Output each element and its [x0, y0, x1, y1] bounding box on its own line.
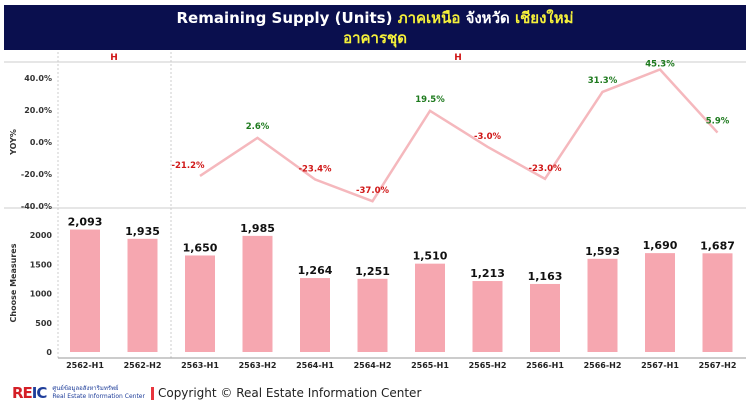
bar-data-label: 1,510: [413, 250, 448, 263]
bar-data-label: 2,093: [68, 216, 103, 229]
province: เชียงใหม่: [514, 9, 574, 27]
bar-tick: 1000: [30, 290, 53, 299]
x-tick-label: 2562-H2: [124, 361, 162, 370]
bar-data-label: 1,690: [643, 239, 678, 252]
yoy-data-label: -23.4%: [298, 164, 331, 174]
bar-data-label: 1,985: [240, 222, 275, 235]
bar-data-label: 1,264: [298, 264, 333, 277]
bar: [472, 281, 503, 352]
yoy-tick: -20.0%: [21, 170, 52, 179]
bar: [530, 283, 560, 352]
org-name: ศูนย์ข้อมูลอสังหาริมทรัพย์ Real Estate In…: [52, 385, 145, 401]
x-tick-label: 2562-H1: [66, 361, 104, 370]
bar-axis-label: Choose Measures: [9, 243, 18, 322]
yoy-data-label: -37.0%: [356, 186, 389, 196]
bar-tick: 2000: [30, 231, 53, 240]
org-th: ศูนย์ข้อมูลอสังหาริมทรัพย์: [52, 385, 119, 392]
region: ภาคเหนือ: [397, 9, 461, 27]
yoy-tick: 20.0%: [24, 106, 52, 115]
yoy-data-label: 45.3%: [645, 60, 675, 70]
separator: [150, 386, 154, 400]
bar: [357, 278, 388, 352]
group-label: H: [110, 53, 118, 63]
x-tick-label: 2567-H2: [699, 361, 737, 370]
yoy-tick: -40.0%: [21, 202, 52, 211]
x-tick-label: 2563-H1: [181, 361, 219, 370]
x-tick-label: 2565-H1: [411, 361, 449, 370]
x-tick-label: 2566-H2: [584, 361, 622, 370]
x-tick-label: 2563-H2: [239, 361, 277, 370]
bar-data-label: 1,650: [183, 241, 218, 254]
bar: [645, 253, 675, 352]
title-en: Remaining Supply (Units): [176, 9, 393, 27]
reic-logo: REIC: [12, 384, 47, 402]
yoy-axis-label: YOY%: [9, 129, 18, 156]
bar-tick: 1500: [30, 260, 53, 269]
org-en: Real Estate Information Center: [52, 393, 145, 400]
province-label: จังหวัด: [465, 9, 510, 27]
yoy-data-label: 19.5%: [415, 95, 445, 105]
bar-data-label: 1,593: [585, 245, 620, 258]
bar-tick: 500: [35, 319, 52, 328]
bar: [70, 229, 100, 352]
bar: [242, 235, 273, 352]
bar-data-label: 1,163: [528, 270, 563, 283]
bar-data-label: 1,935: [125, 225, 160, 238]
bar: [185, 255, 215, 352]
footer: REIC ศูนย์ข้อมูลอสังหาริมทรัพย์ Real Esta…: [12, 384, 421, 402]
bar: [300, 278, 330, 352]
copyright: Copyright © Real Estate Information Cent…: [157, 386, 422, 400]
yoy-data-label: -21.2%: [171, 161, 204, 171]
yoy-data-label: 31.3%: [588, 76, 618, 86]
chart-area: H H 40.0% 20.0% 0.0% -20.0% -40.0% YOY% -21.2% 2.…: [4, 52, 746, 370]
bar: [127, 238, 158, 352]
x-tick-label: 2564-H2: [354, 361, 392, 370]
yoy-data-label: -3.0%: [474, 132, 502, 142]
yoy-tick: 40.0%: [24, 74, 52, 83]
x-tick-label: 2566-H1: [526, 361, 564, 370]
bar-data-label: 1,251: [355, 265, 390, 278]
yoy-data-label: -23.0%: [528, 164, 561, 174]
yoy-data-label: 5.9%: [706, 117, 730, 127]
property-type: อาคารชุด: [343, 29, 407, 47]
bar: [702, 253, 733, 352]
x-tick-label: 2564-H1: [296, 361, 334, 370]
bar: [587, 258, 618, 352]
x-tick-label: 2567-H1: [641, 361, 679, 370]
bar-tick: 0: [46, 348, 52, 357]
bar-data-label: 1,213: [470, 267, 505, 280]
x-tick-label: 2565-H2: [469, 361, 507, 370]
yoy-tick: 0.0%: [30, 138, 52, 147]
group-label: H: [454, 53, 462, 63]
yoy-data-label: 2.6%: [246, 122, 270, 132]
yoy-line: [199, 68, 719, 203]
bar-data-label: 1,687: [700, 239, 735, 252]
bar: [415, 263, 445, 352]
chart-header: Remaining Supply (Units) ภาคเหนือ จังหวั…: [4, 5, 746, 50]
